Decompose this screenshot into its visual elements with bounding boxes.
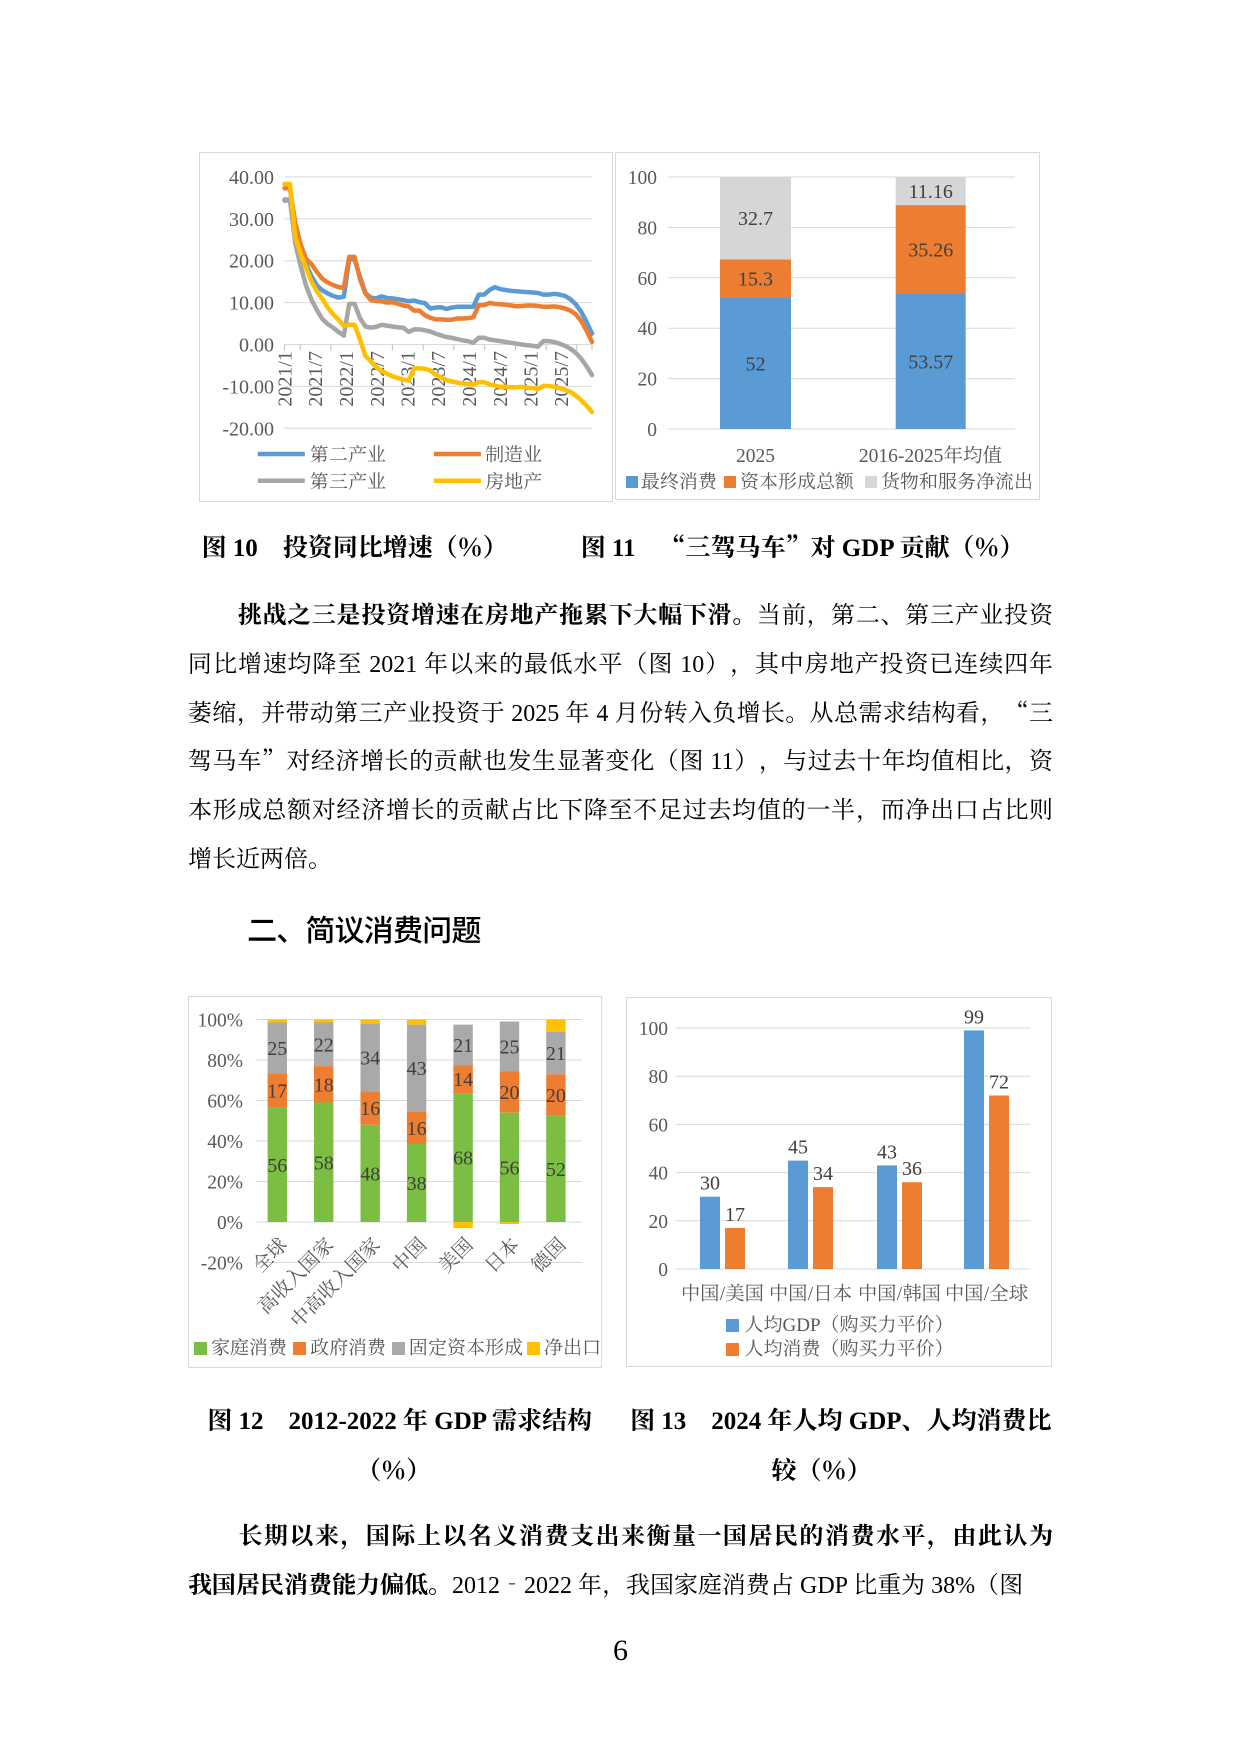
svg-text:美国: 美国 — [431, 1230, 478, 1277]
svg-text:2022/7: 2022/7 — [361, 351, 390, 407]
svg-text:中国/全球: 中国/全球 — [945, 1278, 1028, 1306]
svg-text:36: 36 — [902, 1152, 922, 1181]
svg-text:0: 0 — [647, 414, 657, 442]
svg-text:房地产: 房地产 — [485, 467, 542, 494]
svg-text:20.00: 20.00 — [229, 245, 274, 274]
svg-text:20: 20 — [500, 1076, 520, 1105]
svg-text:72: 72 — [989, 1066, 1009, 1095]
svg-text:30.00: 30.00 — [229, 203, 274, 232]
svg-text:政府消费: 政府消费 — [310, 1333, 386, 1360]
svg-text:40: 40 — [638, 313, 658, 341]
svg-text:99: 99 — [964, 1000, 984, 1029]
svg-text:中国: 中国 — [384, 1230, 431, 1277]
svg-text:35.26: 35.26 — [908, 234, 953, 263]
svg-text:人均消费（购买力平价）: 人均消费（购买力平价） — [745, 1334, 954, 1361]
svg-text:-20.00: -20.00 — [222, 412, 274, 441]
svg-text:中国/美国: 中国/美国 — [681, 1278, 764, 1306]
svg-text:20: 20 — [546, 1079, 566, 1108]
svg-text:43: 43 — [877, 1135, 897, 1164]
svg-text:0.00: 0.00 — [239, 329, 274, 358]
svg-text:日本: 日本 — [477, 1230, 524, 1277]
svg-text:48: 48 — [360, 1157, 380, 1186]
svg-text:40: 40 — [649, 1158, 669, 1186]
svg-text:资本形成总额: 资本形成总额 — [740, 467, 854, 494]
svg-text:16: 16 — [407, 1112, 427, 1141]
svg-text:60: 60 — [638, 263, 658, 291]
svg-text:2024/1: 2024/1 — [453, 351, 482, 407]
svg-text:15.3: 15.3 — [738, 263, 773, 292]
svg-text:17: 17 — [267, 1074, 287, 1103]
svg-text:56: 56 — [500, 1151, 520, 1180]
svg-text:100: 100 — [628, 162, 657, 190]
svg-text:25: 25 — [267, 1032, 287, 1061]
svg-text:第三产业: 第三产业 — [310, 467, 386, 494]
svg-text:43: 43 — [407, 1052, 427, 1081]
svg-text:第二产业: 第二产业 — [310, 440, 386, 467]
svg-text:中国/韩国: 中国/韩国 — [858, 1278, 941, 1306]
svg-text:68: 68 — [453, 1142, 473, 1171]
svg-text:56: 56 — [267, 1149, 287, 1178]
svg-text:货物和服务净流出: 货物和服务净流出 — [881, 467, 1033, 494]
svg-text:53.57: 53.57 — [908, 346, 953, 375]
svg-text:40%: 40% — [207, 1126, 243, 1154]
svg-text:最终消费: 最终消费 — [641, 467, 717, 494]
svg-text:人均GDP（购买力平价）: 人均GDP（购买力平价） — [745, 1310, 954, 1337]
svg-text:固定资本形成: 固定资本形成 — [409, 1333, 523, 1360]
svg-text:净出口: 净出口 — [544, 1333, 601, 1360]
svg-text:20: 20 — [649, 1206, 669, 1234]
svg-text:80: 80 — [638, 212, 658, 240]
svg-text:17: 17 — [725, 1198, 745, 1227]
svg-text:100%: 100% — [198, 1005, 244, 1033]
svg-text:80: 80 — [649, 1061, 669, 1089]
svg-text:0: 0 — [658, 1254, 668, 1282]
svg-text:14: 14 — [453, 1063, 473, 1092]
svg-text:100: 100 — [639, 1013, 668, 1041]
svg-text:中国/日本: 中国/日本 — [769, 1278, 852, 1306]
svg-text:20: 20 — [638, 364, 658, 392]
svg-text:22: 22 — [314, 1028, 334, 1057]
svg-text:30: 30 — [700, 1167, 720, 1196]
svg-text:38: 38 — [407, 1167, 427, 1196]
svg-text:40.00: 40.00 — [229, 161, 274, 190]
svg-text:60%: 60% — [207, 1086, 243, 1114]
svg-text:34: 34 — [813, 1157, 833, 1186]
svg-text:45: 45 — [788, 1131, 808, 1160]
svg-text:德国: 德国 — [524, 1230, 571, 1277]
svg-text:80%: 80% — [207, 1045, 243, 1073]
svg-text:32.7: 32.7 — [738, 202, 773, 231]
svg-text:16: 16 — [360, 1092, 380, 1121]
svg-text:52: 52 — [746, 348, 766, 377]
svg-text:18: 18 — [314, 1068, 334, 1097]
svg-text:2025: 2025 — [736, 440, 775, 468]
svg-text:21: 21 — [546, 1037, 566, 1066]
svg-text:制造业: 制造业 — [485, 440, 542, 467]
svg-text:2021/1: 2021/1 — [269, 351, 298, 407]
svg-text:20%: 20% — [207, 1167, 243, 1195]
svg-text:21: 21 — [453, 1029, 473, 1058]
svg-text:2025/1: 2025/1 — [515, 351, 544, 407]
svg-text:58: 58 — [314, 1146, 334, 1175]
svg-text:2024/7: 2024/7 — [484, 351, 513, 407]
svg-text:25: 25 — [500, 1030, 520, 1059]
svg-text:2021/7: 2021/7 — [299, 351, 328, 407]
svg-text:2022/1: 2022/1 — [330, 351, 359, 407]
svg-text:60: 60 — [649, 1109, 669, 1137]
svg-text:10.00: 10.00 — [229, 287, 274, 316]
svg-text:0%: 0% — [217, 1207, 243, 1235]
svg-text:家庭消费: 家庭消费 — [211, 1333, 287, 1360]
svg-text:11.16: 11.16 — [909, 175, 953, 204]
svg-text:2025/7: 2025/7 — [545, 351, 574, 407]
svg-text:52: 52 — [546, 1153, 566, 1182]
svg-text:2016-2025年均值: 2016-2025年均值 — [859, 440, 1002, 468]
svg-text:-20%: -20% — [201, 1248, 243, 1276]
svg-text:-10.00: -10.00 — [222, 370, 274, 399]
svg-text:34: 34 — [360, 1042, 380, 1071]
